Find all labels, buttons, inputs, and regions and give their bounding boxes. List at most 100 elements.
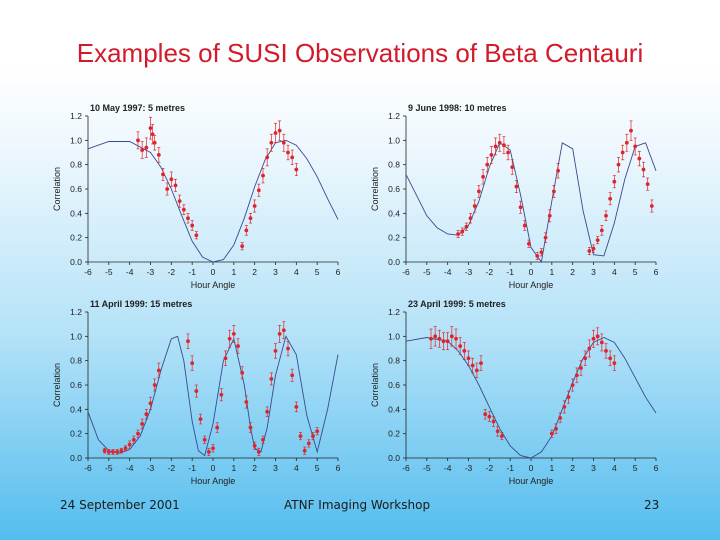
data-point [587,346,592,351]
data-point [604,349,608,353]
x-tick-label: 4 [612,267,617,277]
data-point [306,441,311,446]
data-point [579,366,583,370]
y-axis-label: Correlation [52,363,62,407]
x-tick-label: -1 [188,463,196,473]
y-tick-label: 1.0 [70,135,82,145]
data-point [514,184,519,189]
data-point [286,150,290,155]
data-point [127,442,132,447]
x-tick-label: -5 [423,463,431,473]
data-point [294,405,299,409]
x-tick-label: -6 [84,463,92,473]
y-tick-label: 1.0 [70,331,82,341]
x-axis-label: Hour Angle [509,280,554,290]
data-point [236,344,240,348]
x-tick-label: -1 [506,463,514,473]
data-point [458,344,463,348]
data-point [527,241,531,246]
data-point [248,425,253,430]
data-point [136,431,140,436]
data-point [156,153,161,157]
x-tick-label: 2 [252,463,257,473]
x-tick-label: -4 [444,463,452,473]
y-tick-label: 0.6 [388,380,400,390]
x-tick-label: 5 [315,267,320,277]
y-axis-label: Correlation [52,167,62,211]
data-point [177,199,182,204]
data-point [604,213,608,218]
y-tick-label: 0.2 [388,233,400,243]
y-tick-label: 1.2 [70,307,82,317]
data-point [645,182,650,187]
data-point [215,425,220,430]
x-tick-label: 6 [654,267,659,277]
x-tick-label: 5 [633,463,638,473]
x-tick-label: -5 [105,463,113,473]
data-point [223,356,228,361]
data-point [591,246,596,251]
y-tick-label: 0.0 [388,257,400,267]
data-point [294,167,299,172]
data-point [165,187,170,191]
data-point [502,143,506,148]
data-point [190,223,195,228]
data-point [462,349,467,353]
data-point [489,153,494,157]
data-point [522,223,527,228]
data-point [173,183,178,188]
data-point [261,437,265,442]
data-point [227,336,232,341]
data-point [558,415,563,420]
footer-date: 24 September 2001 [60,498,180,512]
data-point [252,204,257,208]
x-tick-label: 4 [612,463,617,473]
data-point [456,232,460,236]
data-point [152,383,157,387]
data-point [612,361,617,365]
data-point [493,144,498,149]
y-tick-label: 0.6 [70,184,82,194]
data-point [491,419,496,424]
model-curve [87,335,339,457]
data-point [518,205,523,210]
chart-panel-3: 11 April 1999: 15 metres 0.0 0.2 0.4 0.6 0.8 1… [52,299,341,486]
y-axis-label: Correlation [370,167,380,211]
x-tick-label: -3 [147,463,155,473]
data-point [240,244,245,249]
data-point [620,150,625,155]
x-tick-label: -5 [105,267,113,277]
x-tick-label: 3 [591,463,596,473]
slide-title: Examples of SUSI Observations of Beta Ce… [76,38,644,68]
x-tick-label: 5 [315,463,320,473]
data-point [468,216,473,221]
data-point [119,448,124,453]
data-point [591,336,596,341]
data-point [649,204,654,208]
chart-panel-2: 9 June 1998: 10 metres 0.0 0.2 0.4 0.6 0.8 1.0… [370,103,659,290]
x-tick-label: 4 [294,267,299,277]
data-point [543,235,548,240]
x-tick-label: 1 [231,463,236,473]
data-point [311,434,315,438]
y-tick-label: 0.4 [388,208,400,218]
y-tick-label: 0.4 [70,404,82,414]
data-point [240,370,245,375]
y-tick-label: 1.0 [388,331,400,341]
data-point [445,339,450,344]
x-axis-label: Hour Angle [191,280,236,290]
data-point [583,356,588,361]
data-point [460,229,465,234]
x-tick-label: 0 [211,267,216,277]
x-tick-label: -3 [147,267,155,277]
data-point [202,437,207,442]
chart-panel-1: 10 May 1997: 5 metres 0.0 0.2 0.4 0.6 0.8 1.0 1… [52,103,341,290]
x-tick-label: 2 [570,267,575,277]
data-point [252,443,257,448]
data-point [477,189,481,194]
data-point [637,156,642,161]
chart-title: 11 April 1999: 15 metres [90,299,192,309]
y-tick-label: 0.8 [70,160,82,170]
data-point [111,450,115,454]
x-axis-label: Hour Angle [509,476,554,486]
